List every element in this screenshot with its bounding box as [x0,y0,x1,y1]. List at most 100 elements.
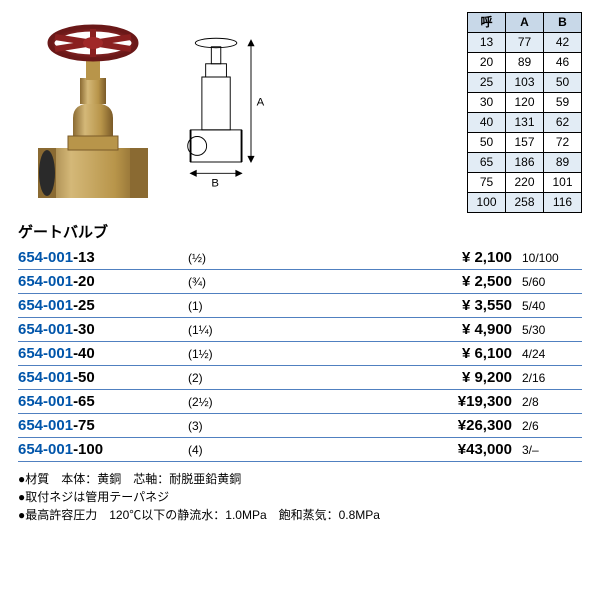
spec-text: (1) [188,299,248,313]
product-code: 654-001-65 [18,393,188,410]
dim-row: 208946 [468,53,582,73]
qty-value: 4/24 [522,347,582,361]
dim-cell: 103 [506,73,544,93]
dim-cell: 25 [468,73,506,93]
price-value: ¥19,300 [248,393,522,410]
price-value: ¥ 4,900 [248,321,522,338]
dimension-drawing: A B [183,26,268,196]
code-prefix: 654-001 [18,417,73,434]
code-suffix: -25 [73,297,95,314]
spec-text: (1¼) [188,323,248,337]
dim-col-header: B [544,13,582,33]
dim-cell: 59 [544,93,582,113]
dim-cell: 131 [506,113,544,133]
dim-row: 6518689 [468,153,582,173]
note-line: 材質 本体：黄銅 芯軸：耐脱亜鉛黄銅 [18,470,582,488]
spec-text: (2½) [188,395,248,409]
dim-cell: 46 [544,53,582,73]
spec-text: (3) [188,419,248,433]
qty-value: 3/– [522,443,582,457]
product-code: 654-001-13 [18,249,188,266]
qty-value: 2/8 [522,395,582,409]
code-suffix: -50 [73,369,95,386]
dim-cell: 40 [468,113,506,133]
price-row: 654-001-20(¾)¥ 2,5005/60 [18,270,582,294]
price-row: 654-001-50(2)¥ 9,2002/16 [18,366,582,390]
dim-cell: 116 [544,193,582,213]
dim-cell: 75 [468,173,506,193]
price-row: 654-001-65(2½)¥19,3002/8 [18,390,582,414]
price-row: 654-001-25(1)¥ 3,5505/40 [18,294,582,318]
qty-value: 5/40 [522,299,582,313]
qty-value: 10/100 [522,251,582,265]
dim-cell: 157 [506,133,544,153]
product-code: 654-001-30 [18,321,188,338]
code-suffix: -30 [73,321,95,338]
dim-row: 3012059 [468,93,582,113]
dim-col-header: A [506,13,544,33]
dim-cell: 101 [544,173,582,193]
price-value: ¥ 2,100 [248,249,522,266]
code-suffix: -20 [73,273,95,290]
dim-row: 137742 [468,33,582,53]
price-value: ¥ 3,550 [248,297,522,314]
price-list: 654-001-13(½)¥ 2,10010/100654-001-20(¾)¥… [18,246,582,462]
note-line: 最高許容圧力 120℃以下の静流水：1.0MPa 飽和蒸気：0.8MPa [18,506,582,524]
price-row: 654-001-75(3)¥26,3002/6 [18,414,582,438]
product-code: 654-001-75 [18,417,188,434]
product-code: 654-001-25 [18,297,188,314]
price-row: 654-001-100(4)¥43,0003/– [18,438,582,462]
dim-cell: 258 [506,193,544,213]
dim-row: 75220101 [468,173,582,193]
gate-valve-illustration [28,8,158,208]
qty-value: 2/16 [522,371,582,385]
code-prefix: 654-001 [18,297,73,314]
code-prefix: 654-001 [18,441,73,458]
dim-cell: 20 [468,53,506,73]
code-suffix: -65 [73,393,95,410]
dim-cell: 220 [506,173,544,193]
dim-cell: 120 [506,93,544,113]
spec-text: (¾) [188,275,248,289]
dim-cell: 65 [468,153,506,173]
spec-text: (½) [188,251,248,265]
product-photo [18,8,168,208]
price-row: 654-001-40(1½)¥ 6,1004/24 [18,342,582,366]
qty-value: 5/60 [522,275,582,289]
product-title: ゲートバルブ [18,221,582,242]
dim-cell: 42 [544,33,582,53]
code-prefix: 654-001 [18,393,73,410]
price-value: ¥ 9,200 [248,369,522,386]
price-row: 654-001-30(1¼)¥ 4,9005/30 [18,318,582,342]
top-section: A B 呼AB 13774220894625103503012059401316… [18,8,582,213]
spec-text: (4) [188,443,248,457]
note-line: 取付ネジは管用テーパネジ [18,488,582,506]
qty-value: 5/30 [522,323,582,337]
price-value: ¥26,300 [248,417,522,434]
dim-row: 5015772 [468,133,582,153]
price-value: ¥ 6,100 [248,345,522,362]
code-prefix: 654-001 [18,369,73,386]
dim-cell: 100 [468,193,506,213]
price-row: 654-001-13(½)¥ 2,10010/100 [18,246,582,270]
dim-cell: 89 [506,53,544,73]
code-suffix: -75 [73,417,95,434]
product-code: 654-001-20 [18,273,188,290]
spec-text: (2) [188,371,248,385]
dim-cell: 89 [544,153,582,173]
product-code: 654-001-40 [18,345,188,362]
dimension-table: 呼AB 137742208946251035030120594013162501… [467,12,582,213]
product-code: 654-001-100 [18,441,188,458]
dim-col-header: 呼 [468,13,506,33]
code-prefix: 654-001 [18,249,73,266]
dim-cell: 30 [468,93,506,113]
product-code: 654-001-50 [18,369,188,386]
dim-row: 4013162 [468,113,582,133]
qty-value: 2/6 [522,419,582,433]
dim-cell: 186 [506,153,544,173]
code-suffix: -13 [73,249,95,266]
code-suffix: -40 [73,345,95,362]
spec-text: (1½) [188,347,248,361]
price-value: ¥43,000 [248,441,522,458]
code-prefix: 654-001 [18,321,73,338]
